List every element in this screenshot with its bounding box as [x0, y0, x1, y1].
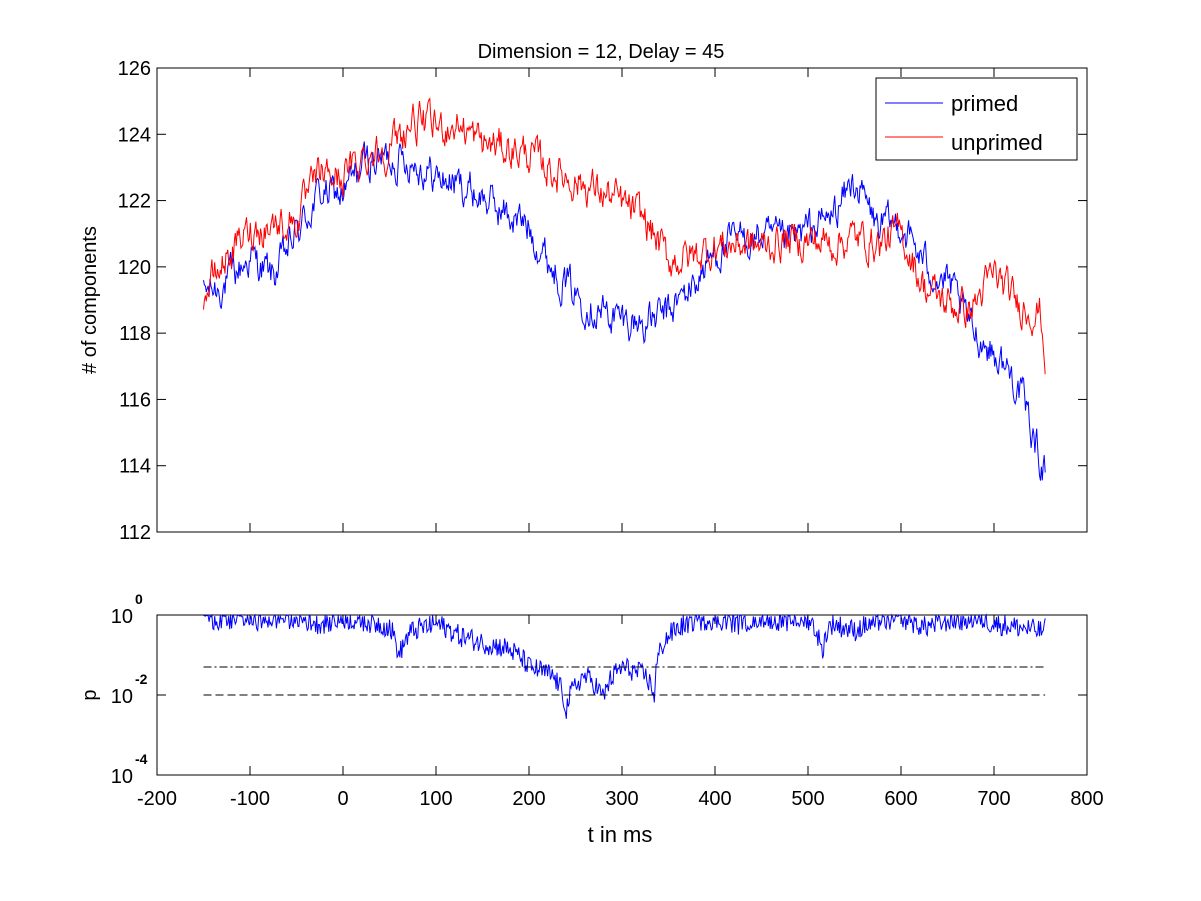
x-tick-label: -100	[230, 788, 270, 810]
top-y-tick-label: 122	[118, 191, 151, 213]
bottom-y-tick-exponent: 0	[135, 591, 143, 607]
x-tick-label: 400	[698, 788, 731, 810]
top-axes: 112 114 116 118 120 122 124 126 # of components…	[79, 58, 1088, 544]
top-series-group	[203, 97, 1046, 481]
legend: primed unprimed	[875, 77, 1078, 161]
x-tick-label: 800	[1070, 788, 1103, 810]
x-axis-label: t in ms	[588, 822, 653, 847]
chart-title: Dimension = 12, Delay = 45	[478, 41, 725, 63]
top-y-tick-label: 124	[118, 124, 151, 146]
top-y-tick-label: 126	[118, 58, 151, 80]
bottom-x-ticks: -200 -100 0 100 200 300 400 500 600 700 800	[137, 615, 1104, 810]
top-y-tick-label: 114	[119, 456, 151, 478]
legend-label-unprimed: unprimed	[951, 130, 1043, 155]
top-series-primed	[203, 141, 1046, 481]
bottom-series-group	[203, 613, 1046, 719]
top-y-tick-label: 112	[119, 522, 151, 544]
top-y-axis-label: # of components	[79, 226, 101, 374]
bottom-y-axis-label: p	[79, 689, 101, 700]
legend-label-primed: primed	[951, 91, 1018, 116]
bottom-y-tick-exponent: -2	[135, 671, 148, 687]
bottom-series-p-value	[203, 613, 1046, 719]
top-y-tick-label: 120	[118, 257, 151, 279]
x-tick-label: 500	[791, 788, 824, 810]
x-tick-label: -200	[137, 788, 177, 810]
top-series-unprimed	[203, 97, 1046, 375]
top-x-ticks	[156, 68, 1088, 532]
top-y-tick-label: 116	[119, 389, 151, 411]
bottom-y-tick-label: 10	[111, 606, 133, 628]
x-tick-label: 0	[337, 788, 348, 810]
bottom-y-tick-exponent: -4	[135, 751, 148, 767]
x-tick-label: 700	[977, 788, 1010, 810]
x-tick-label: 100	[419, 788, 452, 810]
x-tick-label: 600	[884, 788, 917, 810]
top-y-tick-label: 118	[119, 323, 151, 345]
bottom-y-tick-label: 10	[111, 686, 133, 708]
top-y-ticks: 112 114 116 118 120 122 124 126	[118, 58, 1087, 544]
bottom-y-tick-label: 10	[111, 766, 133, 788]
legend-box	[875, 77, 1078, 161]
x-tick-label: 200	[512, 788, 545, 810]
x-tick-label: 300	[605, 788, 638, 810]
